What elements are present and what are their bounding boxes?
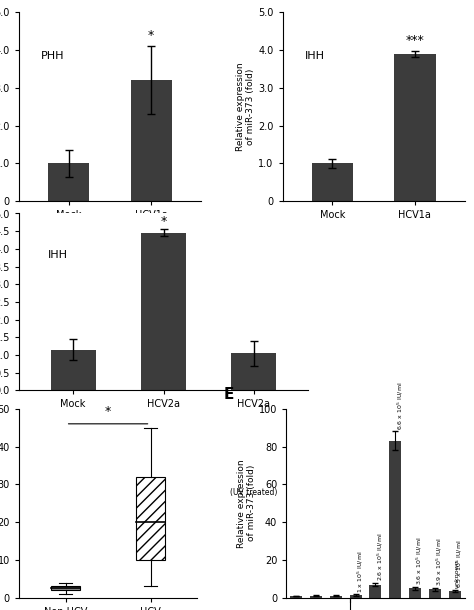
Bar: [350, 595, 362, 598]
Bar: [130, 81, 172, 201]
Text: *: *: [105, 405, 111, 418]
Bar: [429, 589, 441, 598]
Text: 1 x 10$^5$ IU/ml: 1 x 10$^5$ IU/ml: [356, 550, 365, 592]
Text: (UV treated): (UV treated): [230, 488, 278, 497]
Bar: [330, 596, 342, 598]
FancyBboxPatch shape: [51, 586, 81, 590]
Text: unknown: unknown: [455, 559, 460, 588]
Bar: [310, 595, 322, 598]
Text: E: E: [224, 387, 234, 402]
Text: IHH: IHH: [304, 51, 325, 62]
Bar: [389, 441, 401, 598]
FancyBboxPatch shape: [136, 477, 165, 560]
Bar: [48, 163, 89, 201]
Bar: [449, 591, 461, 598]
Bar: [51, 350, 96, 390]
Text: ***: ***: [406, 34, 424, 47]
Text: 2.6 x 10$^5$ IU/ml: 2.6 x 10$^5$ IU/ml: [375, 533, 385, 581]
Bar: [369, 584, 382, 598]
Text: IHH: IHH: [48, 249, 68, 260]
Text: *: *: [148, 29, 155, 43]
Bar: [290, 596, 302, 598]
Text: 3.6 x 10$^5$ IU/ml: 3.6 x 10$^5$ IU/ml: [415, 537, 424, 585]
Y-axis label: Relative expression
of miR-373 (fold): Relative expression of miR-373 (fold): [237, 459, 256, 548]
Text: *: *: [160, 215, 167, 228]
Bar: [231, 353, 276, 390]
Text: 3.9 x 10$^5$ IU/ml: 3.9 x 10$^5$ IU/ml: [435, 537, 444, 586]
Bar: [394, 54, 436, 201]
Text: 6.5 x 10$^5$ IU/ml: 6.5 x 10$^5$ IU/ml: [455, 540, 464, 588]
Y-axis label: Relative expression
of miR-373 (fold): Relative expression of miR-373 (fold): [236, 62, 255, 151]
Text: PHH: PHH: [41, 51, 64, 62]
Text: 6.6 x 10$^5$ IU/ml: 6.6 x 10$^5$ IU/ml: [395, 381, 404, 429]
Bar: [409, 588, 421, 598]
Bar: [141, 233, 186, 390]
Bar: [311, 163, 353, 201]
